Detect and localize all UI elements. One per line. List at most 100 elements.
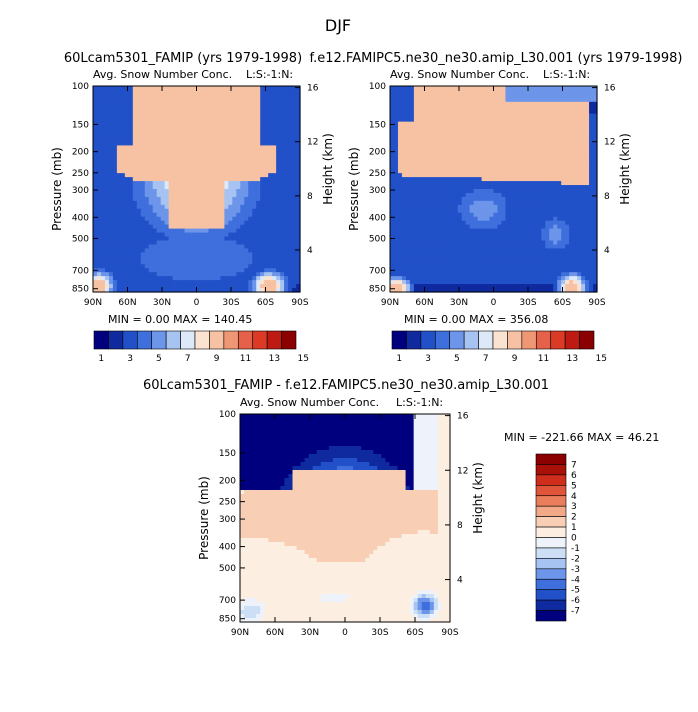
- heatmap-cell: [441, 240, 447, 246]
- heatmap-cell: [549, 86, 554, 91]
- heatmap-cell: [280, 212, 285, 218]
- heatmap-cell: [417, 240, 423, 246]
- heatmap-cell: [390, 204, 395, 210]
- heatmap-cell: [168, 149, 174, 154]
- heatmap-cell: [204, 200, 210, 206]
- heatmap-cell: [200, 93, 206, 99]
- heatmap-cell: [144, 252, 150, 257]
- heatmap-cell: [184, 181, 190, 186]
- heatmap-cell: [184, 284, 190, 289]
- heatmap-cell: [264, 248, 269, 253]
- heatmap-cell: [541, 117, 546, 123]
- heatmap-cell: [537, 161, 542, 166]
- heatmap-cell: [461, 200, 467, 206]
- heatmap-cell: [264, 189, 269, 194]
- heatmap-cell: [268, 196, 273, 202]
- heatmap-cell: [196, 240, 202, 246]
- heatmap-cell: [212, 248, 217, 253]
- heatmap-cell: [256, 181, 261, 186]
- heatmap-cell: [128, 145, 134, 150]
- heatmap-cell: [390, 200, 395, 206]
- heatmap-cell: [292, 204, 297, 210]
- heatmap-cell: [457, 157, 463, 162]
- heatmap-cell: [248, 137, 253, 143]
- heatmap-cell: [256, 177, 261, 182]
- heatmap-cell: [521, 236, 526, 242]
- heatmap-cell: [501, 121, 507, 127]
- heatmap-cell: [200, 177, 206, 182]
- heatmap-cell: [160, 133, 166, 139]
- heatmap-cell: [208, 264, 214, 269]
- heatmap-cell: [272, 284, 277, 289]
- heatmap-cell: [272, 117, 277, 123]
- heatmap-cell: [276, 196, 281, 202]
- heatmap-cell: [164, 86, 170, 91]
- heatmap-cell: [433, 200, 439, 206]
- heatmap-cell: [577, 161, 582, 166]
- heatmap-cell: [449, 216, 455, 222]
- heatmap-cell: [513, 220, 518, 226]
- heatmap-cell: [200, 173, 206, 178]
- heatmap-cell: [148, 89, 154, 95]
- heatmap-cell: [192, 272, 198, 277]
- heatmap-cell: [461, 196, 467, 202]
- heatmap-cell: [176, 169, 182, 174]
- heatmap-cell: [429, 189, 435, 194]
- heatmap-cell: [577, 192, 582, 198]
- heatmap-cell: [280, 133, 285, 139]
- heatmap-cell: [589, 153, 594, 158]
- heatmap-cell: [224, 117, 229, 123]
- heatmap-cell: [172, 256, 178, 261]
- heatmap-cell: [513, 117, 518, 123]
- heatmap-cell: [477, 105, 483, 111]
- heatmap-cell: [216, 252, 221, 257]
- heatmap-cell: [236, 181, 241, 186]
- heatmap-cell: [473, 212, 479, 218]
- heatmap-cell: [493, 192, 499, 198]
- heatmap-cell: [260, 208, 265, 214]
- heatmap-cell: [537, 117, 542, 123]
- heatmap-cell: [248, 101, 253, 107]
- heatmap-cell: [160, 101, 166, 107]
- heatmap-cell: [453, 149, 459, 154]
- heatmap-cell: [565, 212, 570, 218]
- heatmap-cell: [172, 228, 178, 234]
- y-right-tick-label: 4: [307, 246, 313, 256]
- heatmap-cell: [104, 153, 110, 158]
- heatmap-cell: [192, 240, 198, 246]
- heatmap-cell: [465, 93, 471, 99]
- heatmap-cell: [473, 89, 479, 95]
- heatmap-cell: [112, 86, 118, 91]
- heatmap-cell: [132, 117, 138, 123]
- heatmap-cell: [521, 117, 526, 123]
- x-tick-label: 90S: [291, 298, 308, 308]
- heatmap-cell: [124, 216, 130, 222]
- heatmap-cell: [449, 173, 455, 178]
- heatmap-cell: [200, 185, 206, 190]
- heatmap-cell: [116, 192, 122, 198]
- heatmap-cell: [172, 117, 178, 123]
- heatmap-cell: [497, 177, 503, 182]
- heatmap-cell: [132, 137, 138, 143]
- heatmap-cell: [589, 236, 594, 242]
- heatmap-cell: [405, 185, 411, 190]
- heatmap-cell: [521, 212, 526, 218]
- heatmap-cell: [276, 284, 281, 289]
- heatmap-cell: [465, 105, 471, 111]
- heatmap-cell: [148, 264, 154, 269]
- heatmap-cell: [529, 224, 534, 230]
- heatmap-cell: [240, 121, 245, 127]
- heatmap-cell: [112, 173, 118, 178]
- heatmap-cell: [429, 117, 435, 123]
- heatmap-cell: [280, 165, 285, 170]
- heatmap-cell: [172, 157, 178, 162]
- heatmap-cell: [176, 276, 182, 281]
- heatmap-cell: [260, 145, 265, 150]
- heatmap-cell: [160, 248, 166, 253]
- heatmap-cell: [489, 125, 495, 131]
- heatmap-cell: [128, 236, 134, 242]
- heatmap-cell: [188, 220, 194, 226]
- heatmap-cell: [405, 157, 411, 162]
- heatmap-cell: [228, 137, 233, 143]
- y-right-tick-label: 8: [307, 192, 313, 202]
